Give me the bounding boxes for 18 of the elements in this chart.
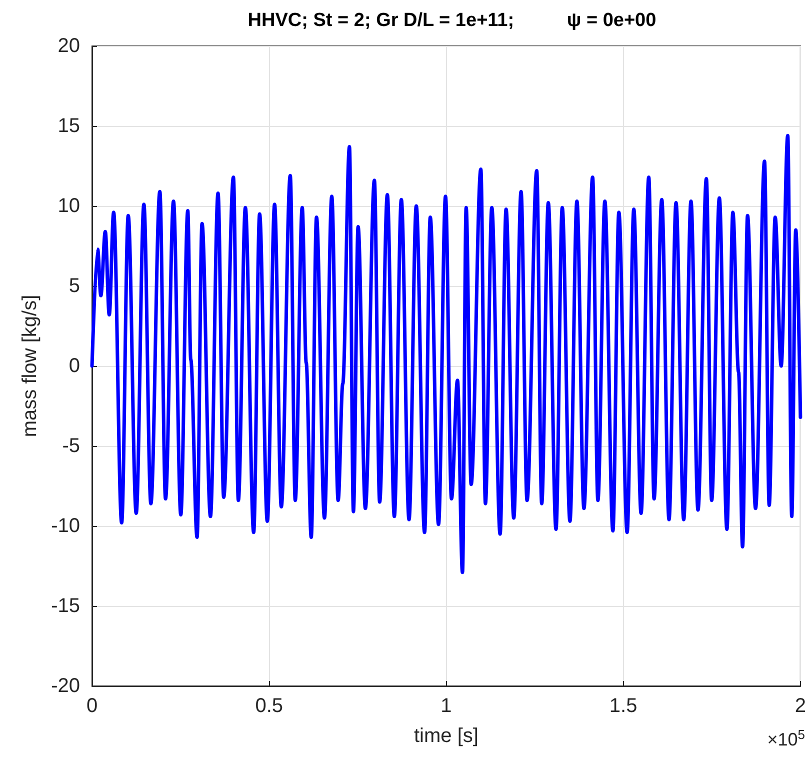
y-tick-label: 0 [68,355,80,377]
y-tick-label: -15 [51,595,80,617]
y-tick-label: 5 [68,275,80,297]
line-series [90,134,802,574]
y-tick-label: 10 [58,195,80,217]
y-axis-title: mass flow [kg/s] [19,294,42,438]
x-tick-label: 0.5 [255,695,284,717]
y-tick-label: -10 [51,515,80,537]
chart-title: HHVC; St = 2; Gr D/L = 1e+11; ψ = 0e+00 [248,10,656,31]
x-axis-title: time [s] [414,725,478,747]
y-tick-label: -20 [51,675,80,697]
x-tick-label: 0 [86,695,98,717]
x-tick-label: 1 [440,695,452,717]
y-tick-label: 15 [58,115,80,137]
y-tick-label: -5 [62,435,80,457]
x-tick-label: 1.5 [609,695,638,717]
x-tick-label: 2 [794,695,806,717]
y-tick-label: 20 [58,35,80,57]
